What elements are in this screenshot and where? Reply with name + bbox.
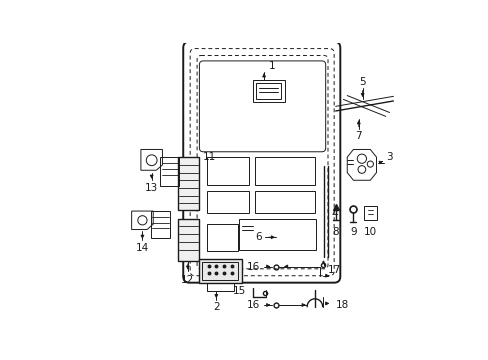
Text: 11: 11 [203,152,216,162]
Bar [199,259,241,283]
Text: 7: 7 [355,131,362,141]
Bar [207,191,249,213]
Bar [252,80,285,102]
Text: 12: 12 [181,275,194,285]
Text: 9: 9 [349,227,356,237]
Text: 1: 1 [268,61,275,71]
Text: 15: 15 [232,286,245,296]
Bar [207,283,234,291]
Text: 13: 13 [145,183,158,193]
Bar [178,219,199,261]
Bar [256,83,281,99]
Bar [151,211,170,238]
Bar [254,157,314,185]
Text: 17: 17 [327,265,341,275]
Text: 5: 5 [359,77,365,87]
Text: 8: 8 [332,227,338,237]
Bar [178,157,199,210]
Text: 2: 2 [213,302,219,311]
Text: 4: 4 [331,209,338,219]
Bar [207,157,249,185]
Text: 16: 16 [246,261,260,271]
Text: 16: 16 [246,300,260,310]
Text: 3: 3 [385,152,391,162]
Text: 14: 14 [136,243,149,253]
Bar [202,262,238,280]
Text: 10: 10 [363,227,376,237]
Bar [239,219,316,249]
Bar [364,206,376,220]
Bar [207,224,238,251]
Text: 6: 6 [255,232,262,242]
Bar [160,157,179,186]
Text: 18: 18 [335,300,348,310]
Bar [254,191,314,213]
